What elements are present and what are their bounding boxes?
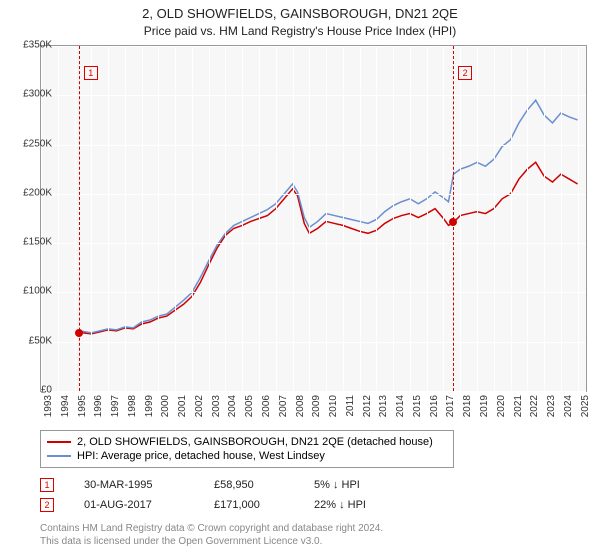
x-tick-label: 1994 xyxy=(60,395,71,425)
legend-label: 2, OLD SHOWFIELDS, GAINSBOROUGH, DN21 2Q… xyxy=(77,436,433,448)
chart-marker-box: 2 xyxy=(458,66,472,80)
event-price: £58,950 xyxy=(214,479,284,491)
x-tick-label: 2024 xyxy=(563,395,574,425)
sale-dot xyxy=(449,218,457,226)
x-tick-label: 2022 xyxy=(529,395,540,425)
y-tick-label: £200K xyxy=(12,187,52,198)
x-tick-label: 2021 xyxy=(513,395,524,425)
x-tick-label: 2018 xyxy=(462,395,473,425)
event-row: 2 01-AUG-2017 £171,000 22% ↓ HPI xyxy=(40,495,366,515)
x-tick-label: 2010 xyxy=(328,395,339,425)
footer-line: This data is licensed under the Open Gov… xyxy=(40,535,383,548)
footer-attribution: Contains HM Land Registry data © Crown c… xyxy=(40,522,383,548)
x-tick-label: 2023 xyxy=(546,395,557,425)
chart-title: 2, OLD SHOWFIELDS, GAINSBOROUGH, DN21 2Q… xyxy=(0,0,600,21)
chart-container: 2, OLD SHOWFIELDS, GAINSBOROUGH, DN21 2Q… xyxy=(0,0,600,560)
x-tick-label: 2012 xyxy=(362,395,373,425)
plot-area: 12 xyxy=(40,45,587,392)
x-tick-label: 2001 xyxy=(177,395,188,425)
y-tick-label: £250K xyxy=(12,138,52,149)
chart-marker-box: 1 xyxy=(84,66,98,80)
x-tick-label: 2005 xyxy=(244,395,255,425)
events-table: 1 30-MAR-1995 £58,950 5% ↓ HPI 2 01-AUG-… xyxy=(40,475,366,515)
sale-dot xyxy=(75,329,83,337)
legend-box: 2, OLD SHOWFIELDS, GAINSBOROUGH, DN21 2Q… xyxy=(40,430,454,468)
x-tick-label: 2016 xyxy=(429,395,440,425)
legend-swatch xyxy=(47,455,71,457)
line-series-svg xyxy=(41,46,586,391)
legend-item: 2, OLD SHOWFIELDS, GAINSBOROUGH, DN21 2Q… xyxy=(47,435,447,449)
event-marker-box: 1 xyxy=(40,478,54,492)
x-tick-label: 2009 xyxy=(311,395,322,425)
event-pct: 22% ↓ HPI xyxy=(314,499,366,511)
x-tick-label: 2025 xyxy=(580,395,591,425)
x-tick-label: 2020 xyxy=(496,395,507,425)
x-tick-label: 2007 xyxy=(278,395,289,425)
legend-swatch xyxy=(47,441,71,443)
event-pct: 5% ↓ HPI xyxy=(314,479,360,491)
y-tick-label: £100K xyxy=(12,286,52,297)
y-tick-label: £300K xyxy=(12,89,52,100)
x-tick-label: 2000 xyxy=(160,395,171,425)
x-tick-label: 2019 xyxy=(479,395,490,425)
x-tick-label: 1995 xyxy=(77,395,88,425)
x-tick-label: 2014 xyxy=(395,395,406,425)
x-tick-label: 2003 xyxy=(211,395,222,425)
x-tick-label: 2017 xyxy=(445,395,456,425)
x-tick-label: 2008 xyxy=(295,395,306,425)
footer-line: Contains HM Land Registry data © Crown c… xyxy=(40,522,383,535)
x-tick-label: 2013 xyxy=(378,395,389,425)
x-tick-label: 1996 xyxy=(93,395,104,425)
x-tick-label: 1997 xyxy=(110,395,121,425)
event-marker-box: 2 xyxy=(40,498,54,512)
legend-label: HPI: Average price, detached house, West… xyxy=(77,450,325,462)
y-tick-label: £0 xyxy=(12,385,52,396)
event-price: £171,000 xyxy=(214,499,284,511)
event-row: 1 30-MAR-1995 £58,950 5% ↓ HPI xyxy=(40,475,366,495)
x-tick-label: 1993 xyxy=(43,395,54,425)
y-tick-label: £350K xyxy=(12,40,52,51)
y-tick-label: £50K xyxy=(12,335,52,346)
legend-item: HPI: Average price, detached house, West… xyxy=(47,449,447,463)
x-tick-label: 2006 xyxy=(261,395,272,425)
x-tick-label: 2015 xyxy=(412,395,423,425)
x-tick-label: 2004 xyxy=(227,395,238,425)
x-tick-label: 1999 xyxy=(144,395,155,425)
event-date: 30-MAR-1995 xyxy=(84,479,184,491)
x-tick-label: 1998 xyxy=(127,395,138,425)
y-tick-label: £150K xyxy=(12,237,52,248)
x-tick-label: 2011 xyxy=(345,395,356,425)
event-date: 01-AUG-2017 xyxy=(84,499,184,511)
chart-subtitle: Price paid vs. HM Land Registry's House … xyxy=(0,21,600,43)
x-tick-label: 2002 xyxy=(194,395,205,425)
